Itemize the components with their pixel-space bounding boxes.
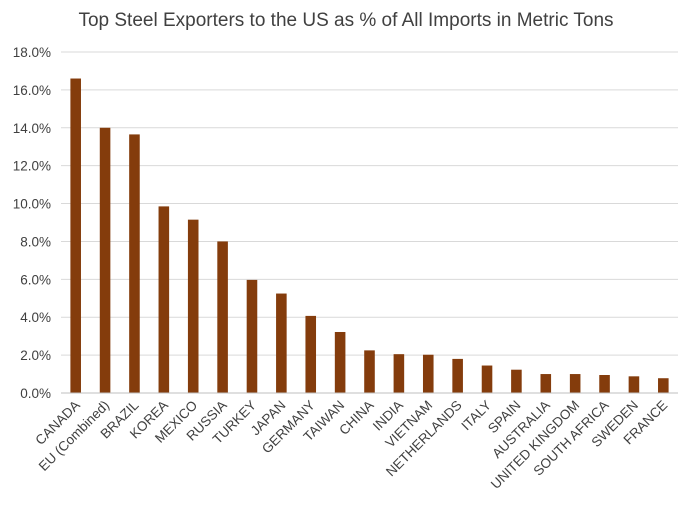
- bar-brazil: [129, 134, 140, 394]
- bar-united-kingdom: [569, 374, 581, 393]
- y-tick-label: 2.0%: [20, 348, 51, 363]
- bar-australia: [540, 374, 552, 393]
- bar-germany: [305, 315, 317, 393]
- y-tick-label: 6.0%: [20, 272, 51, 287]
- y-tick-label: 8.0%: [20, 234, 51, 249]
- bar-france: [658, 378, 669, 393]
- grid-layer: [61, 51, 678, 356]
- y-axis-tick-labels: 0.0% 2.0% 4.0% 6.0% 8.0% 10.0% 12.0% 14.0% 16.0%…: [13, 45, 51, 401]
- y-tick-label: 16.0%: [13, 83, 51, 98]
- y-tick-label: 10.0%: [13, 197, 51, 212]
- bar-japan: [276, 293, 287, 393]
- bar-spain: [511, 369, 522, 393]
- bar-korea: [158, 206, 170, 393]
- y-tick-label: 12.0%: [13, 159, 51, 174]
- bar-india: [393, 354, 405, 393]
- y-tick-label: 4.0%: [20, 310, 51, 325]
- bar-netherlands: [452, 358, 463, 393]
- bar-mexico: [187, 219, 199, 393]
- bar-eu-combined: [99, 127, 111, 394]
- y-tick-label: 0.0%: [20, 386, 51, 401]
- chart-title: Top Steel Exporters to the US as % of Al…: [78, 10, 613, 31]
- bar-south-africa: [599, 375, 610, 393]
- bar-russia: [217, 241, 228, 393]
- bar-china: [364, 350, 375, 393]
- y-tick-label: 18.0%: [13, 45, 51, 60]
- bar-italy: [481, 365, 493, 393]
- bar-vietnam: [422, 354, 434, 393]
- bar-sweden: [628, 376, 640, 393]
- bar-turkey: [246, 279, 258, 393]
- bar-canada: [70, 78, 81, 394]
- bars: [70, 78, 669, 394]
- y-tick-label: 14.0%: [13, 121, 51, 136]
- bar-taiwan: [334, 331, 346, 393]
